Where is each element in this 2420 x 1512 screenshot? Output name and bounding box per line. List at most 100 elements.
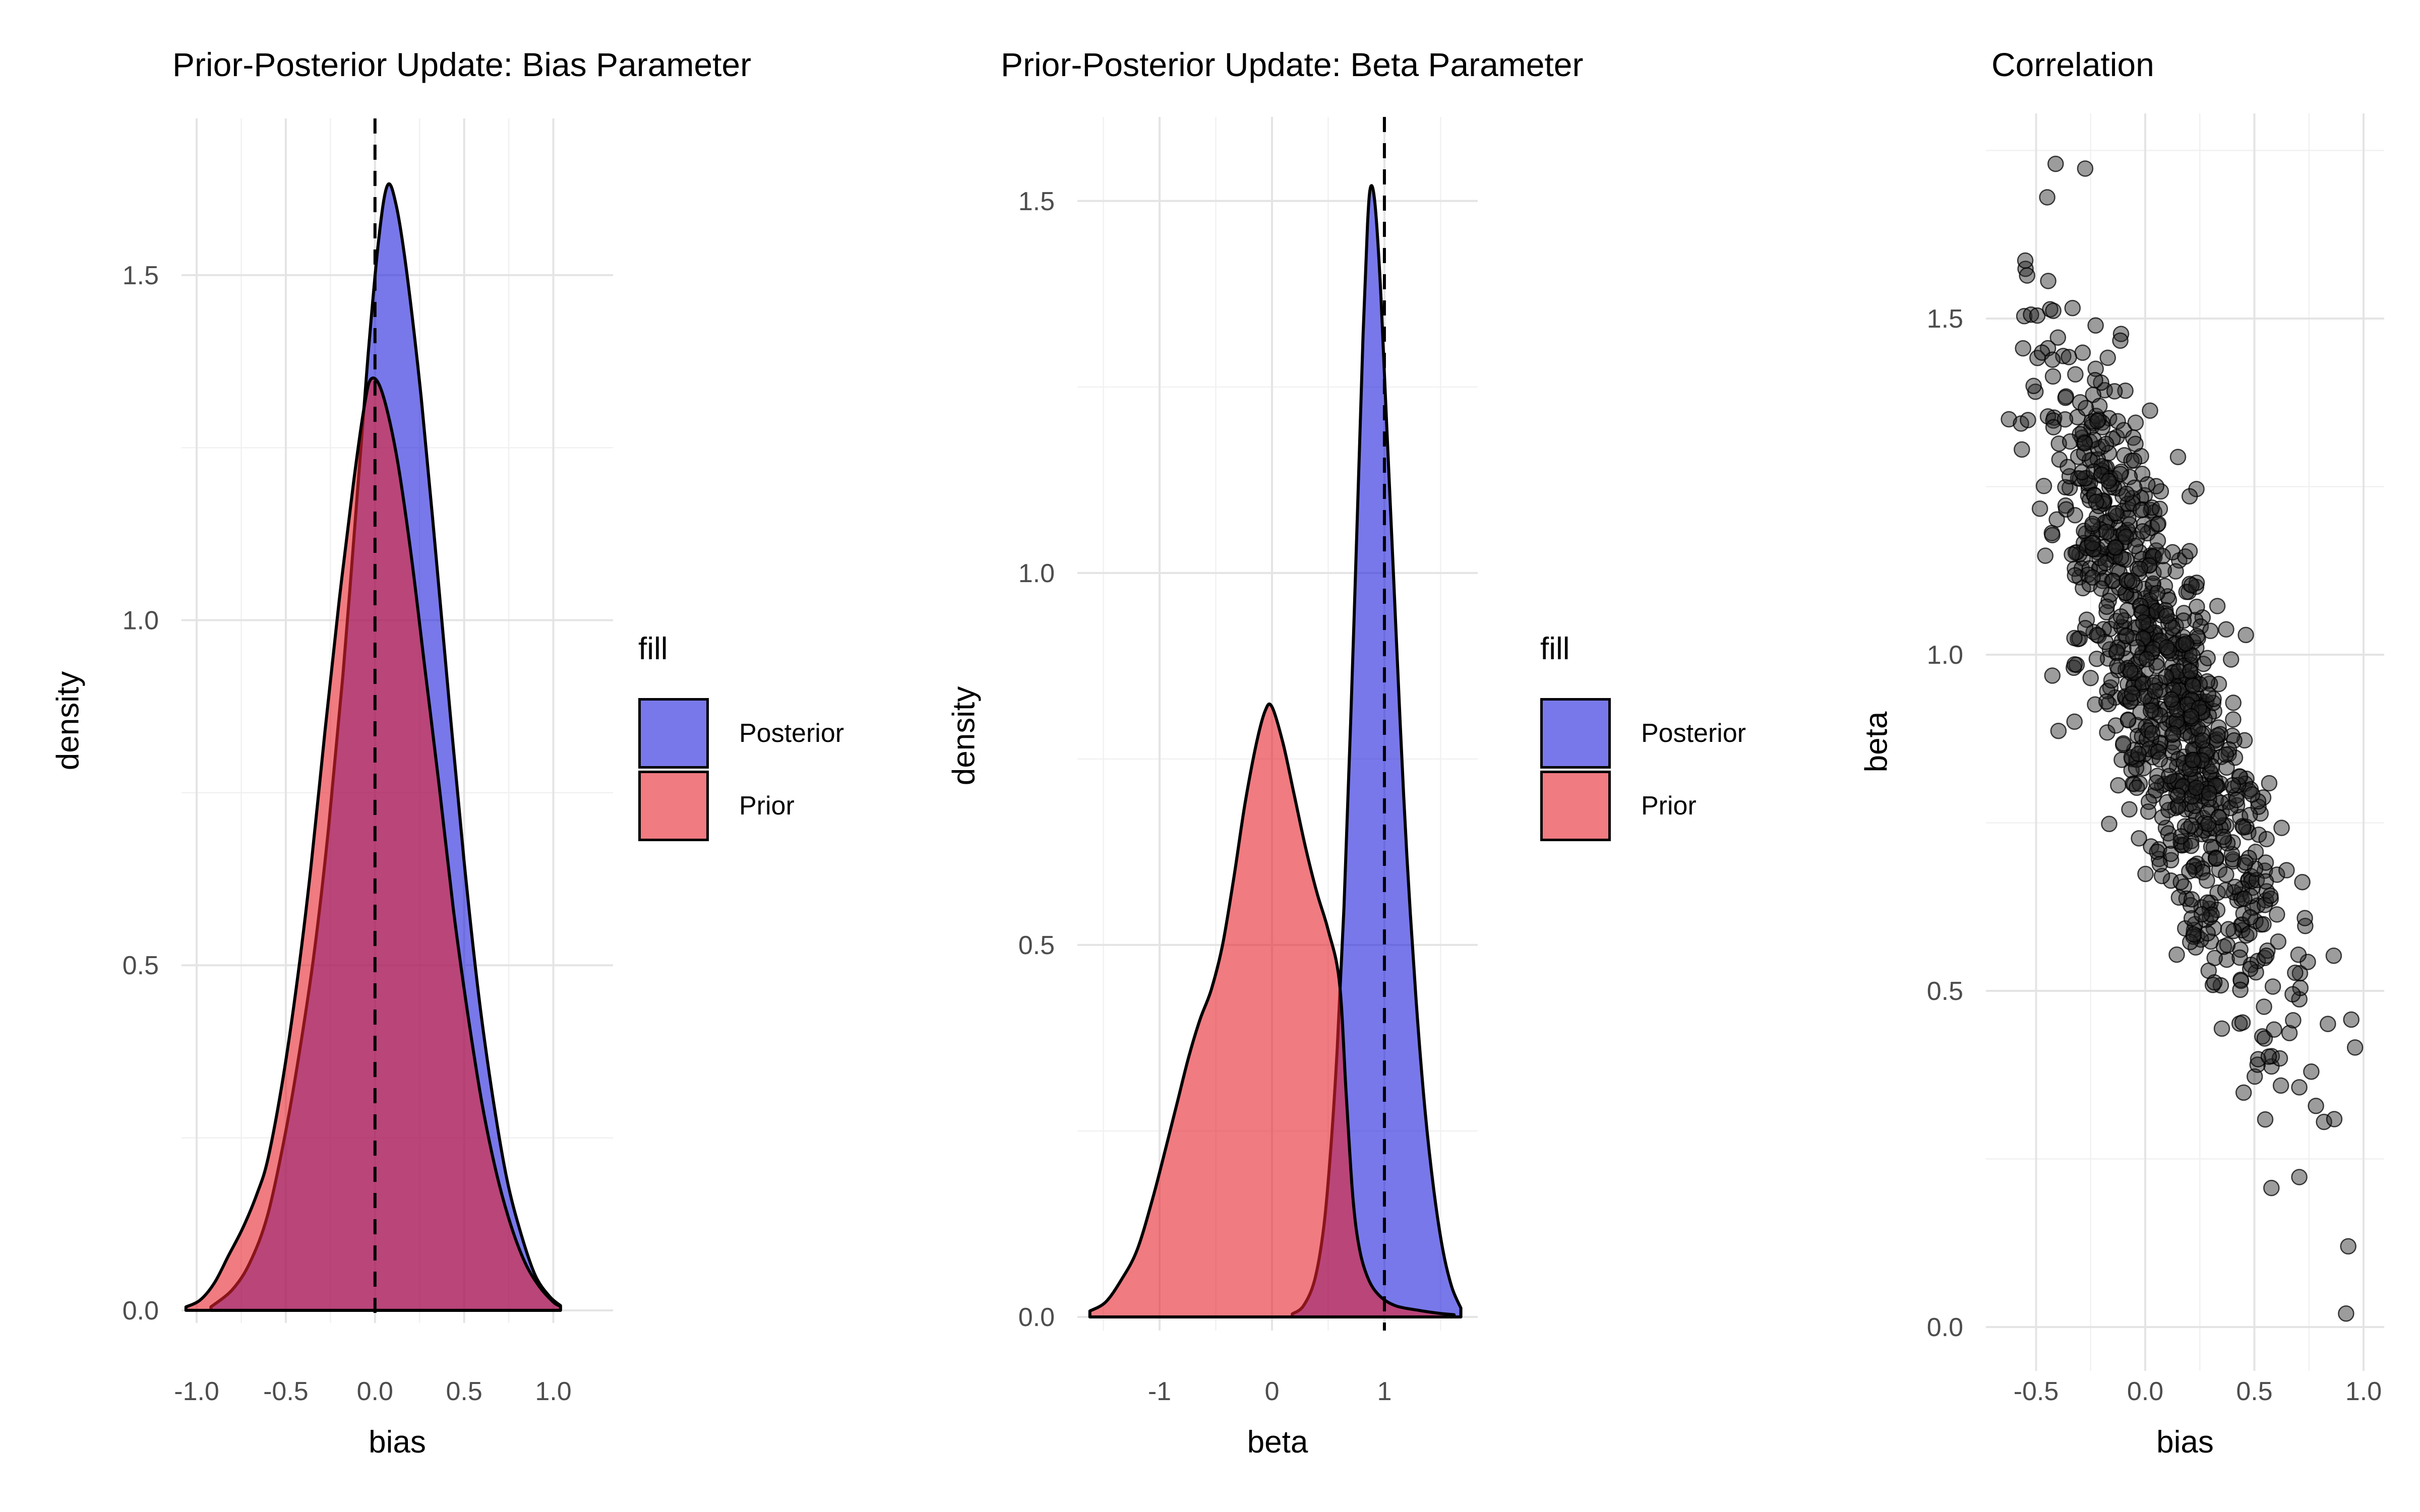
data-point [2109, 413, 2126, 429]
data-point [2157, 602, 2174, 618]
data-point [2149, 843, 2166, 860]
outlier-point [2340, 1238, 2356, 1255]
data-point [2015, 340, 2031, 357]
data-point [2227, 878, 2244, 895]
data-point [2099, 349, 2116, 366]
data-point [2168, 946, 2185, 963]
data-point [2259, 942, 2276, 959]
data-point [2237, 626, 2254, 644]
data-point [2101, 815, 2118, 833]
data-point [2217, 881, 2234, 899]
data-point [2204, 976, 2221, 993]
data-point [2058, 501, 2075, 518]
data-point [2087, 360, 2104, 377]
data-point [2237, 854, 2254, 871]
data-point [2077, 160, 2094, 177]
data-point [2121, 801, 2138, 818]
data-point [2133, 501, 2149, 519]
data-point [2105, 573, 2122, 589]
data-point [2112, 549, 2130, 566]
data-point [2084, 535, 2100, 552]
data-point [2078, 400, 2094, 416]
data-point [2097, 435, 2114, 453]
data-point [2112, 326, 2130, 342]
data-point [2112, 465, 2129, 482]
data-point [2165, 681, 2182, 698]
data-point [2169, 787, 2187, 804]
data-point [2162, 845, 2179, 862]
data-point [2343, 1011, 2360, 1028]
data-point [2206, 950, 2223, 966]
legend-item-posterior: Posterior [1540, 697, 1757, 770]
data-point [2100, 696, 2117, 713]
data-point [2047, 155, 2064, 172]
legend-item-prior: Prior [1540, 770, 1757, 842]
data-point [2044, 368, 2062, 385]
data-point [2139, 476, 2156, 493]
scatter-points [2001, 155, 2364, 1322]
data-point [2062, 433, 2079, 450]
data-point [2316, 1113, 2332, 1130]
data-point [2044, 351, 2061, 368]
data-point [2326, 1111, 2343, 1127]
data-point [2183, 817, 2200, 834]
data-point [2135, 614, 2152, 631]
data-point [2100, 472, 2117, 489]
data-point [2191, 676, 2208, 692]
data-point [2209, 727, 2226, 744]
data-point [2098, 598, 2115, 615]
y-tick-label: 1.0 [1927, 641, 1963, 670]
data-point [2172, 828, 2190, 845]
data-point [2126, 452, 2143, 469]
data-point [2144, 725, 2161, 741]
data-point [2183, 891, 2200, 908]
data-point [2235, 1084, 2252, 1101]
data-point [2183, 708, 2200, 725]
data-point [2176, 818, 2194, 835]
data-point [2082, 670, 2099, 686]
x-tick-label: 1.0 [2345, 1377, 2382, 1406]
data-point [2249, 1056, 2266, 1073]
data-point [2161, 757, 2177, 773]
data-point [2232, 981, 2249, 998]
data-point [2228, 792, 2245, 808]
data-point [2199, 742, 2215, 759]
x-tick-label: 1.0 [535, 1377, 571, 1406]
data-point [2086, 487, 2103, 504]
data-point [2236, 890, 2253, 907]
data-point [2273, 820, 2290, 836]
panel-3: -0.5 0.0 0.5 1.0 0.0 0.5 1.0 1.5 [1927, 113, 2384, 1406]
data-point [2108, 644, 2125, 660]
data-point [2066, 629, 2083, 647]
x-tick-label: -0.5 [263, 1377, 309, 1406]
data-point [2164, 544, 2181, 561]
data-point [2025, 377, 2042, 394]
data-point [2241, 925, 2258, 942]
data-point [2118, 528, 2134, 545]
data-point [2149, 768, 2166, 784]
y-tick-label: 0.5 [1018, 931, 1055, 960]
data-point [2346, 1039, 2364, 1056]
data-point [2067, 567, 2084, 584]
data-point [2255, 916, 2272, 933]
data-point [2169, 449, 2187, 465]
data-point [2135, 630, 2152, 647]
data-point [2089, 413, 2106, 429]
data-point [2219, 937, 2236, 954]
panel-title-correlation: Correlation [1991, 46, 2154, 83]
data-point [2287, 964, 2304, 981]
data-point [2183, 577, 2200, 594]
data-point [2201, 785, 2218, 801]
data-point [2127, 414, 2144, 431]
y-tick-label: 0.0 [1927, 1313, 1963, 1342]
data-point [2181, 488, 2198, 505]
data-point [2181, 863, 2198, 880]
data-point [2218, 759, 2235, 776]
data-point [2224, 777, 2241, 794]
data-point [2088, 650, 2105, 667]
legend-title: fill [638, 632, 668, 666]
data-point [2119, 572, 2135, 589]
data-point [2129, 779, 2145, 796]
data-point [2194, 732, 2211, 749]
data-point [2185, 926, 2202, 943]
